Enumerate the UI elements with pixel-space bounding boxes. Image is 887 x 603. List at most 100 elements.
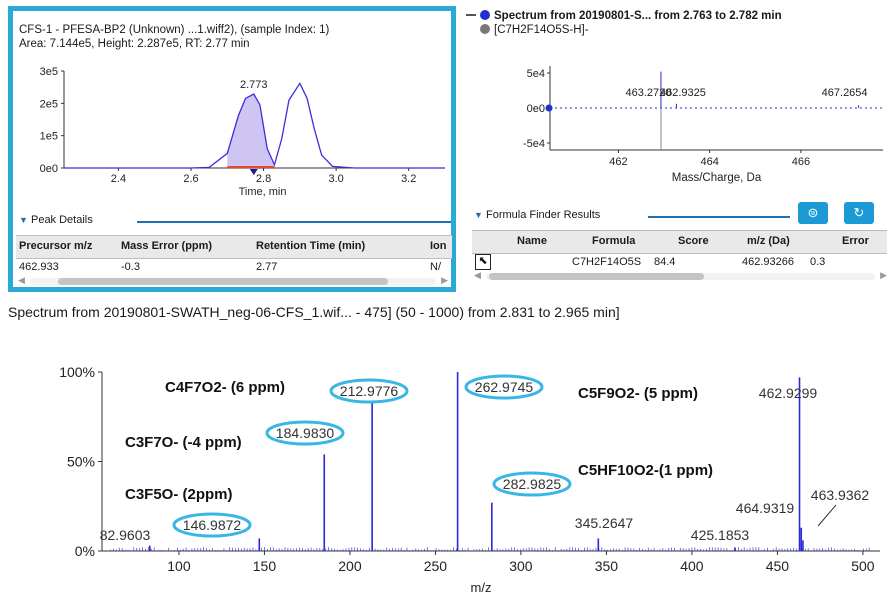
y-tick-label: 2e5 <box>40 98 58 110</box>
spectrum-panel: Spectrum from 20190801-S... from 2.763 t… <box>460 6 887 292</box>
x-tick-label: 3.0 <box>328 173 343 185</box>
y-tick-label: 50% <box>67 454 95 470</box>
y-tick-label: 100% <box>59 364 95 380</box>
cell-score: 84.4 <box>654 256 676 268</box>
table-row[interactable]: 462.933 -0.3 2.77 N/ <box>16 259 452 277</box>
x-axis-label: m/z <box>471 580 492 595</box>
xic-panel: CFS-1 - PFESA-BP2 (Unknown) ...1.wiff2),… <box>8 6 456 292</box>
xic-chart: 0e0 1e5 2e5 3e5 2.4 2.6 2.8 3.0 3.2 Time, min 2.77… <box>40 66 445 198</box>
peak-label: 463.2720 <box>626 87 672 99</box>
legend-label-spectrum: Spectrum from 20190801-S... from 2.763 t… <box>494 10 782 22</box>
cell-error: 0.3 <box>810 256 826 268</box>
scroll-right-icon[interactable]: ▶ <box>441 275 448 285</box>
search-zoom-button[interactable]: ⊜ <box>798 202 828 224</box>
peak-label: 282.9825 <box>503 476 562 492</box>
fragment-annotation: C5HF10O2-(1 ppm) <box>578 462 713 479</box>
peak-label: 82.9603 <box>100 527 151 543</box>
y-tick-label: -5e4 <box>523 138 545 150</box>
peak-label: 464.9319 <box>736 500 795 516</box>
xic-title: CFS-1 - PFESA-BP2 (Unknown) ...1.wiff2),… <box>19 24 330 36</box>
fragment-annotation: C4F7O2- (6 ppm) <box>165 379 285 396</box>
col-retention-time[interactable]: Retention Time (min) <box>256 240 366 252</box>
peak-details-table-header: Precursor m/z Mass Error (ppm) Retention… <box>16 235 452 259</box>
cell-mz: 462.93266 <box>742 256 794 268</box>
peak-label: 262.9745 <box>475 379 534 395</box>
cell-formula: C7H2F14O5S <box>572 256 642 268</box>
peak-label: 345.2647 <box>575 515 634 531</box>
x-tick-label: 100 <box>167 558 191 574</box>
fragment-annotation: C5F9O2- (5 ppm) <box>578 385 698 402</box>
scroll-thumb[interactable] <box>489 273 704 280</box>
y-tick-label: 0e0 <box>40 163 58 175</box>
col-precursor-mz[interactable]: Precursor m/z <box>19 240 93 252</box>
x-tick-label: 462 <box>609 156 627 168</box>
search-zoom-icon: ⊜ <box>807 205 819 220</box>
cell-ion: N/ <box>430 261 441 273</box>
col-ion[interactable]: Ion <box>430 240 447 252</box>
cell-retention-time: 2.77 <box>256 261 278 273</box>
filled-circle-icon <box>480 10 490 20</box>
scroll-left-icon[interactable]: ◀ <box>474 270 481 280</box>
collapse-triangle-icon[interactable]: ▼ <box>474 210 483 220</box>
peak-label: 462.9325 <box>660 87 706 99</box>
x-tick-label: 3.2 <box>401 173 416 185</box>
y-tick-label: 0e0 <box>527 103 545 115</box>
col-mass-error[interactable]: Mass Error (ppm) <box>121 240 213 252</box>
x-tick-label: 2.8 <box>256 173 271 185</box>
x-tick-label: 2.4 <box>111 173 126 185</box>
noise-baseline <box>110 547 870 551</box>
fragment-annotation: C3F5O- (2ppm) <box>125 486 233 503</box>
x-tick-label: 500 <box>851 558 875 574</box>
section-divider <box>648 216 790 218</box>
formula-finder-label: Formula Finder Results <box>485 209 601 221</box>
peak-label: 425.1853 <box>691 527 750 543</box>
peak-area-fill <box>227 94 275 168</box>
x-tick-label: 2.6 <box>183 173 198 185</box>
callout-ellipse <box>172 512 252 538</box>
main-spectrum-title: Spectrum from 20190801-SWATH_neg-06-CFS_… <box>8 304 620 320</box>
peak-details-label: Peak Details <box>30 214 93 226</box>
callout-ellipse <box>329 378 409 404</box>
formula-finder-header[interactable]: ▼ Formula Finder Results <box>474 209 600 221</box>
x-axis-label: Mass/Charge, Da <box>672 172 762 184</box>
horizontal-scrollbar[interactable]: ◀ ▶ <box>18 275 448 287</box>
scroll-left-icon[interactable]: ◀ <box>18 275 25 285</box>
peak-details-header[interactable]: ▼ Peak Details <box>19 214 93 226</box>
collapse-triangle-icon[interactable]: ▼ <box>19 215 28 225</box>
col-error[interactable]: Error <box>842 235 869 247</box>
table-row[interactable]: ⬉ C7H2F14O5S 84.4 462.93266 0.3 <box>472 254 887 272</box>
label-connector <box>817 504 837 527</box>
x-tick-label: 464 <box>700 156 718 168</box>
cell-precursor-mz: 462.933 <box>19 261 59 273</box>
col-score[interactable]: Score <box>678 235 709 247</box>
x-tick-label: 250 <box>424 558 448 574</box>
col-mz[interactable]: m/z (Da) <box>747 235 790 247</box>
refresh-icon: ↻ <box>853 205 865 220</box>
y-tick-label: 3e5 <box>40 66 58 78</box>
pin-icon[interactable] <box>466 14 476 16</box>
y-tick-label: 0% <box>75 543 95 559</box>
callout-ellipse <box>492 471 572 497</box>
spectrum-small-chart: 5e4 0e0 -5e4 462 464 466 Mass/Charge, Da 463.27… <box>523 66 883 184</box>
x-tick-label: 150 <box>253 558 277 574</box>
xic-trace <box>64 81 445 169</box>
x-tick-label: 350 <box>595 558 619 574</box>
scroll-thumb[interactable] <box>58 278 388 285</box>
cell-mass-error: -0.3 <box>121 261 140 273</box>
col-name[interactable]: Name <box>517 235 547 247</box>
refresh-button[interactable]: ↻ <box>844 202 874 224</box>
scroll-right-icon[interactable]: ▶ <box>880 270 887 280</box>
fragment-annotation: C3F7O- (-4 ppm) <box>125 434 242 451</box>
peak-label: 462.9299 <box>759 385 818 401</box>
x-tick-label: 400 <box>680 558 704 574</box>
formula-table-header: Name Formula Score m/z (Da) Error <box>472 230 887 254</box>
col-formula[interactable]: Formula <box>592 235 636 247</box>
peak-label: 212.9776 <box>340 383 399 399</box>
expand-arrow-icon[interactable]: ⬉ <box>475 254 491 270</box>
rt-marker-icon <box>249 169 258 175</box>
x-axis-label: Time, min <box>239 186 287 198</box>
horizontal-scrollbar[interactable]: ◀ ▶ <box>474 270 887 282</box>
x-tick-label: 466 <box>792 156 810 168</box>
peak-label: 146.9872 <box>183 517 242 533</box>
